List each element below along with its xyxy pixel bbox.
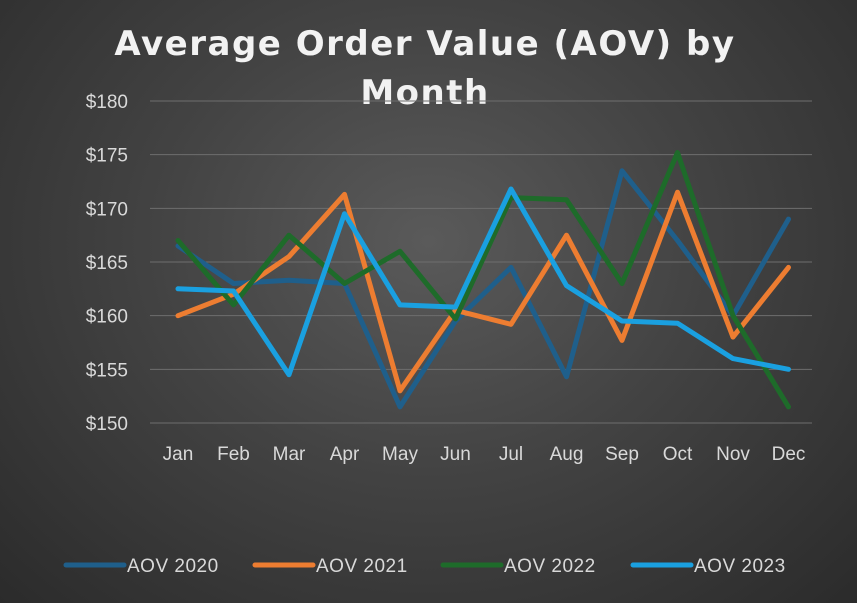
legend-item-aov-2022: AOV 2022 — [440, 556, 596, 577]
y-tick-label: $150 — [86, 414, 128, 435]
y-tick-label: $155 — [86, 360, 128, 381]
chart-title-line-2: Month — [360, 73, 489, 113]
x-tick-label: Apr — [330, 444, 360, 465]
y-tick-label: $180 — [86, 92, 128, 113]
x-tick-label: Sep — [605, 444, 639, 465]
y-axis-labels: $150 $155 $160 $165 $170 $175 $180 — [86, 92, 128, 435]
x-tick-label: Jan — [163, 444, 194, 465]
legend-item-aov-2023: AOV 2023 — [630, 556, 786, 577]
legend: AOV 2020 AOV 2021 AOV 2022 AOV 2023 — [63, 556, 786, 577]
legend-item-aov-2021: AOV 2021 — [252, 556, 408, 577]
x-tick-label: Jun — [440, 444, 471, 465]
chart-title-line-1: Average Order Value (AOV) by — [114, 24, 735, 64]
chart-title: Average Order Value (AOV) by Month — [114, 24, 735, 113]
x-tick-label: Nov — [716, 444, 750, 465]
x-tick-label: Oct — [663, 444, 693, 465]
x-tick-label: Dec — [772, 444, 806, 465]
x-tick-label: Jul — [499, 444, 523, 465]
x-tick-label: Feb — [217, 444, 250, 465]
series-line-aov-2023 — [175, 186, 791, 378]
x-axis-labels: Jan Feb Mar Apr May Jun Jul Aug Sep Oct Nov Dec — [163, 444, 806, 465]
series-line-aov-2022 — [175, 150, 791, 410]
legend-item-aov-2020: AOV 2020 — [63, 556, 219, 577]
x-tick-label: May — [382, 444, 418, 465]
y-tick-label: $175 — [86, 146, 128, 167]
legend-label: AOV 2021 — [316, 556, 408, 577]
series-line-aov-2020 — [175, 168, 791, 410]
series-lines — [175, 150, 791, 410]
series-line-aov-2021 — [175, 189, 791, 394]
legend-label: AOV 2023 — [694, 556, 786, 577]
y-tick-label: $165 — [86, 253, 128, 274]
x-tick-label: Aug — [550, 444, 584, 465]
y-tick-label: $170 — [86, 199, 128, 220]
y-tick-label: $160 — [86, 307, 128, 328]
x-tick-label: Mar — [273, 444, 306, 465]
legend-label: AOV 2020 — [127, 556, 219, 577]
legend-label: AOV 2022 — [504, 556, 596, 577]
